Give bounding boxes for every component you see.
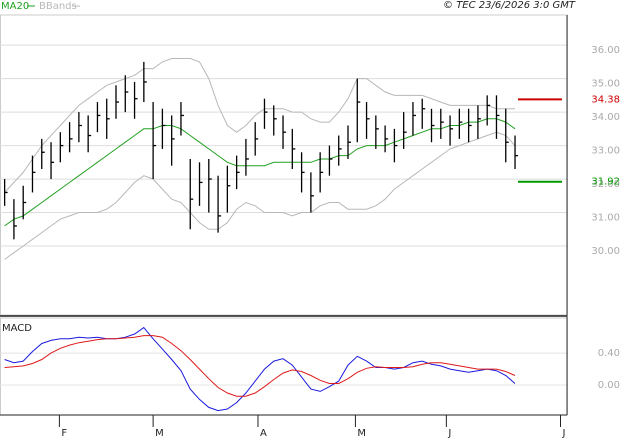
legend-label: MA20 xyxy=(1,1,29,12)
bollinger-lower xyxy=(4,131,516,260)
x-tick-label: M xyxy=(357,428,366,439)
level-label: 31.92 xyxy=(591,177,620,188)
x-tick-label: M xyxy=(155,428,164,439)
y-tick-label: 0.00 xyxy=(598,380,620,391)
y-tick-label: 33.00 xyxy=(591,146,620,157)
panel-frame xyxy=(0,14,568,316)
y-tick-label: 32.00 xyxy=(591,179,620,190)
ma-line xyxy=(4,118,516,227)
macd-line xyxy=(4,335,516,397)
x-tick-label: J xyxy=(562,428,566,439)
y-tick-label: 35.00 xyxy=(591,79,620,90)
annotation: © TEC 23/6/2026 3:0 GMT xyxy=(443,0,576,11)
y-tick-label: 31.00 xyxy=(591,213,620,224)
macd-line xyxy=(4,326,516,412)
y-tick-label: 0.40 xyxy=(598,348,620,359)
y-tick-label: 36.00 xyxy=(591,45,620,56)
x-tick-label: F xyxy=(61,428,67,439)
x-tick-label: A xyxy=(260,428,267,439)
y-tick-label: 34.00 xyxy=(591,112,620,123)
panel-frame xyxy=(0,317,568,416)
bollinger-upper xyxy=(4,58,515,193)
legend-label: BBands xyxy=(39,1,77,12)
level-label: 34.38 xyxy=(591,94,620,105)
panel-title: MACD xyxy=(2,323,32,334)
y-tick-label: 30.00 xyxy=(591,246,620,257)
x-tick-label: J xyxy=(447,428,451,439)
